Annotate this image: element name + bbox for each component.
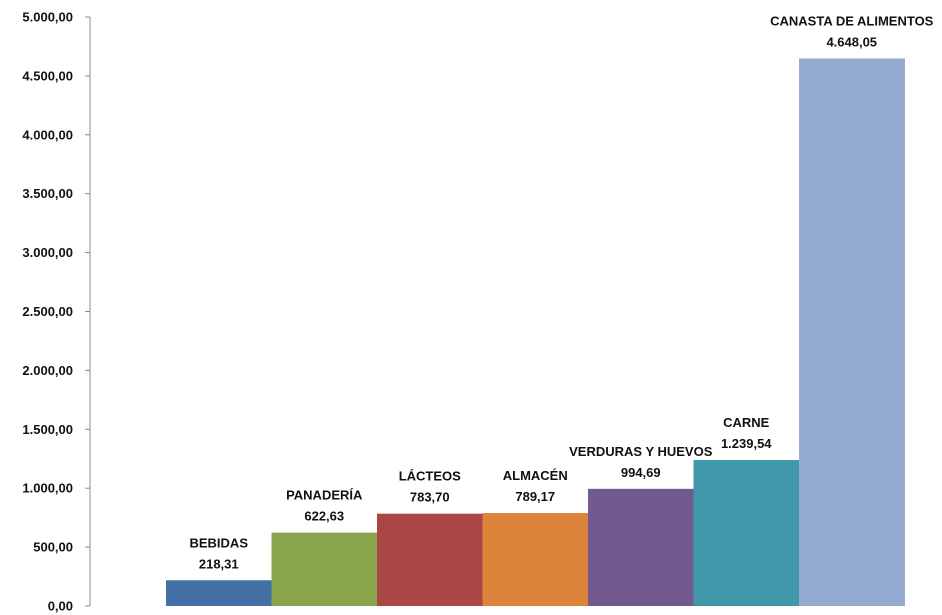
y-tick-label: 0,00: [48, 599, 73, 614]
bar-value-label: 1.239,54: [721, 436, 772, 451]
y-tick-label: 3.000,00: [22, 245, 73, 260]
y-tick-label: 1.500,00: [22, 422, 73, 437]
bar-category-label: VERDURAS Y HUEVOS: [569, 444, 713, 459]
bar-category-label: LÁCTEOS: [399, 469, 461, 484]
bar-value-label: 994,69: [621, 465, 661, 480]
bar-category-label: CANASTA DE ALIMENTOS: [770, 13, 934, 28]
y-tick-label: 5.000,00: [22, 10, 73, 25]
bar: [377, 513, 483, 606]
bar-value-label: 4.648,05: [826, 34, 877, 49]
y-tick-label: 2.500,00: [22, 304, 73, 319]
data-labels: BEBIDAS 218,31 PANADERÍA 622,63 LÁCTEOS 783,7…: [189, 13, 933, 571]
bar: [588, 488, 694, 606]
y-tick-label: 4.500,00: [22, 68, 73, 83]
bar-category-label: CARNE: [723, 415, 770, 430]
bars: [166, 58, 905, 606]
bar: [166, 580, 272, 606]
bar: [482, 513, 589, 606]
y-tick-label: 4.000,00: [22, 127, 73, 142]
bar-value-label: 783,70: [410, 490, 450, 505]
bar-category-label: ALMACÉN: [503, 468, 568, 483]
bar-value-label: 789,17: [515, 489, 555, 504]
bar: [271, 532, 378, 606]
y-tick-label: 3.500,00: [22, 186, 73, 201]
bar-category-label: BEBIDAS: [189, 535, 248, 550]
bar: [799, 58, 905, 606]
y-axis: 0,00 500,00 1.000,00 1.500,00 2.000,00 2.500,…: [22, 10, 91, 614]
y-tick-label: 1.000,00: [22, 481, 73, 496]
bar-value-label: 622,63: [304, 509, 344, 524]
y-tick-label: 500,00: [33, 540, 73, 555]
bar: [693, 459, 800, 606]
bar-category-label: PANADERÍA: [286, 488, 363, 503]
bar-value-label: 218,31: [199, 556, 239, 571]
y-tick-label: 2.000,00: [22, 363, 73, 378]
